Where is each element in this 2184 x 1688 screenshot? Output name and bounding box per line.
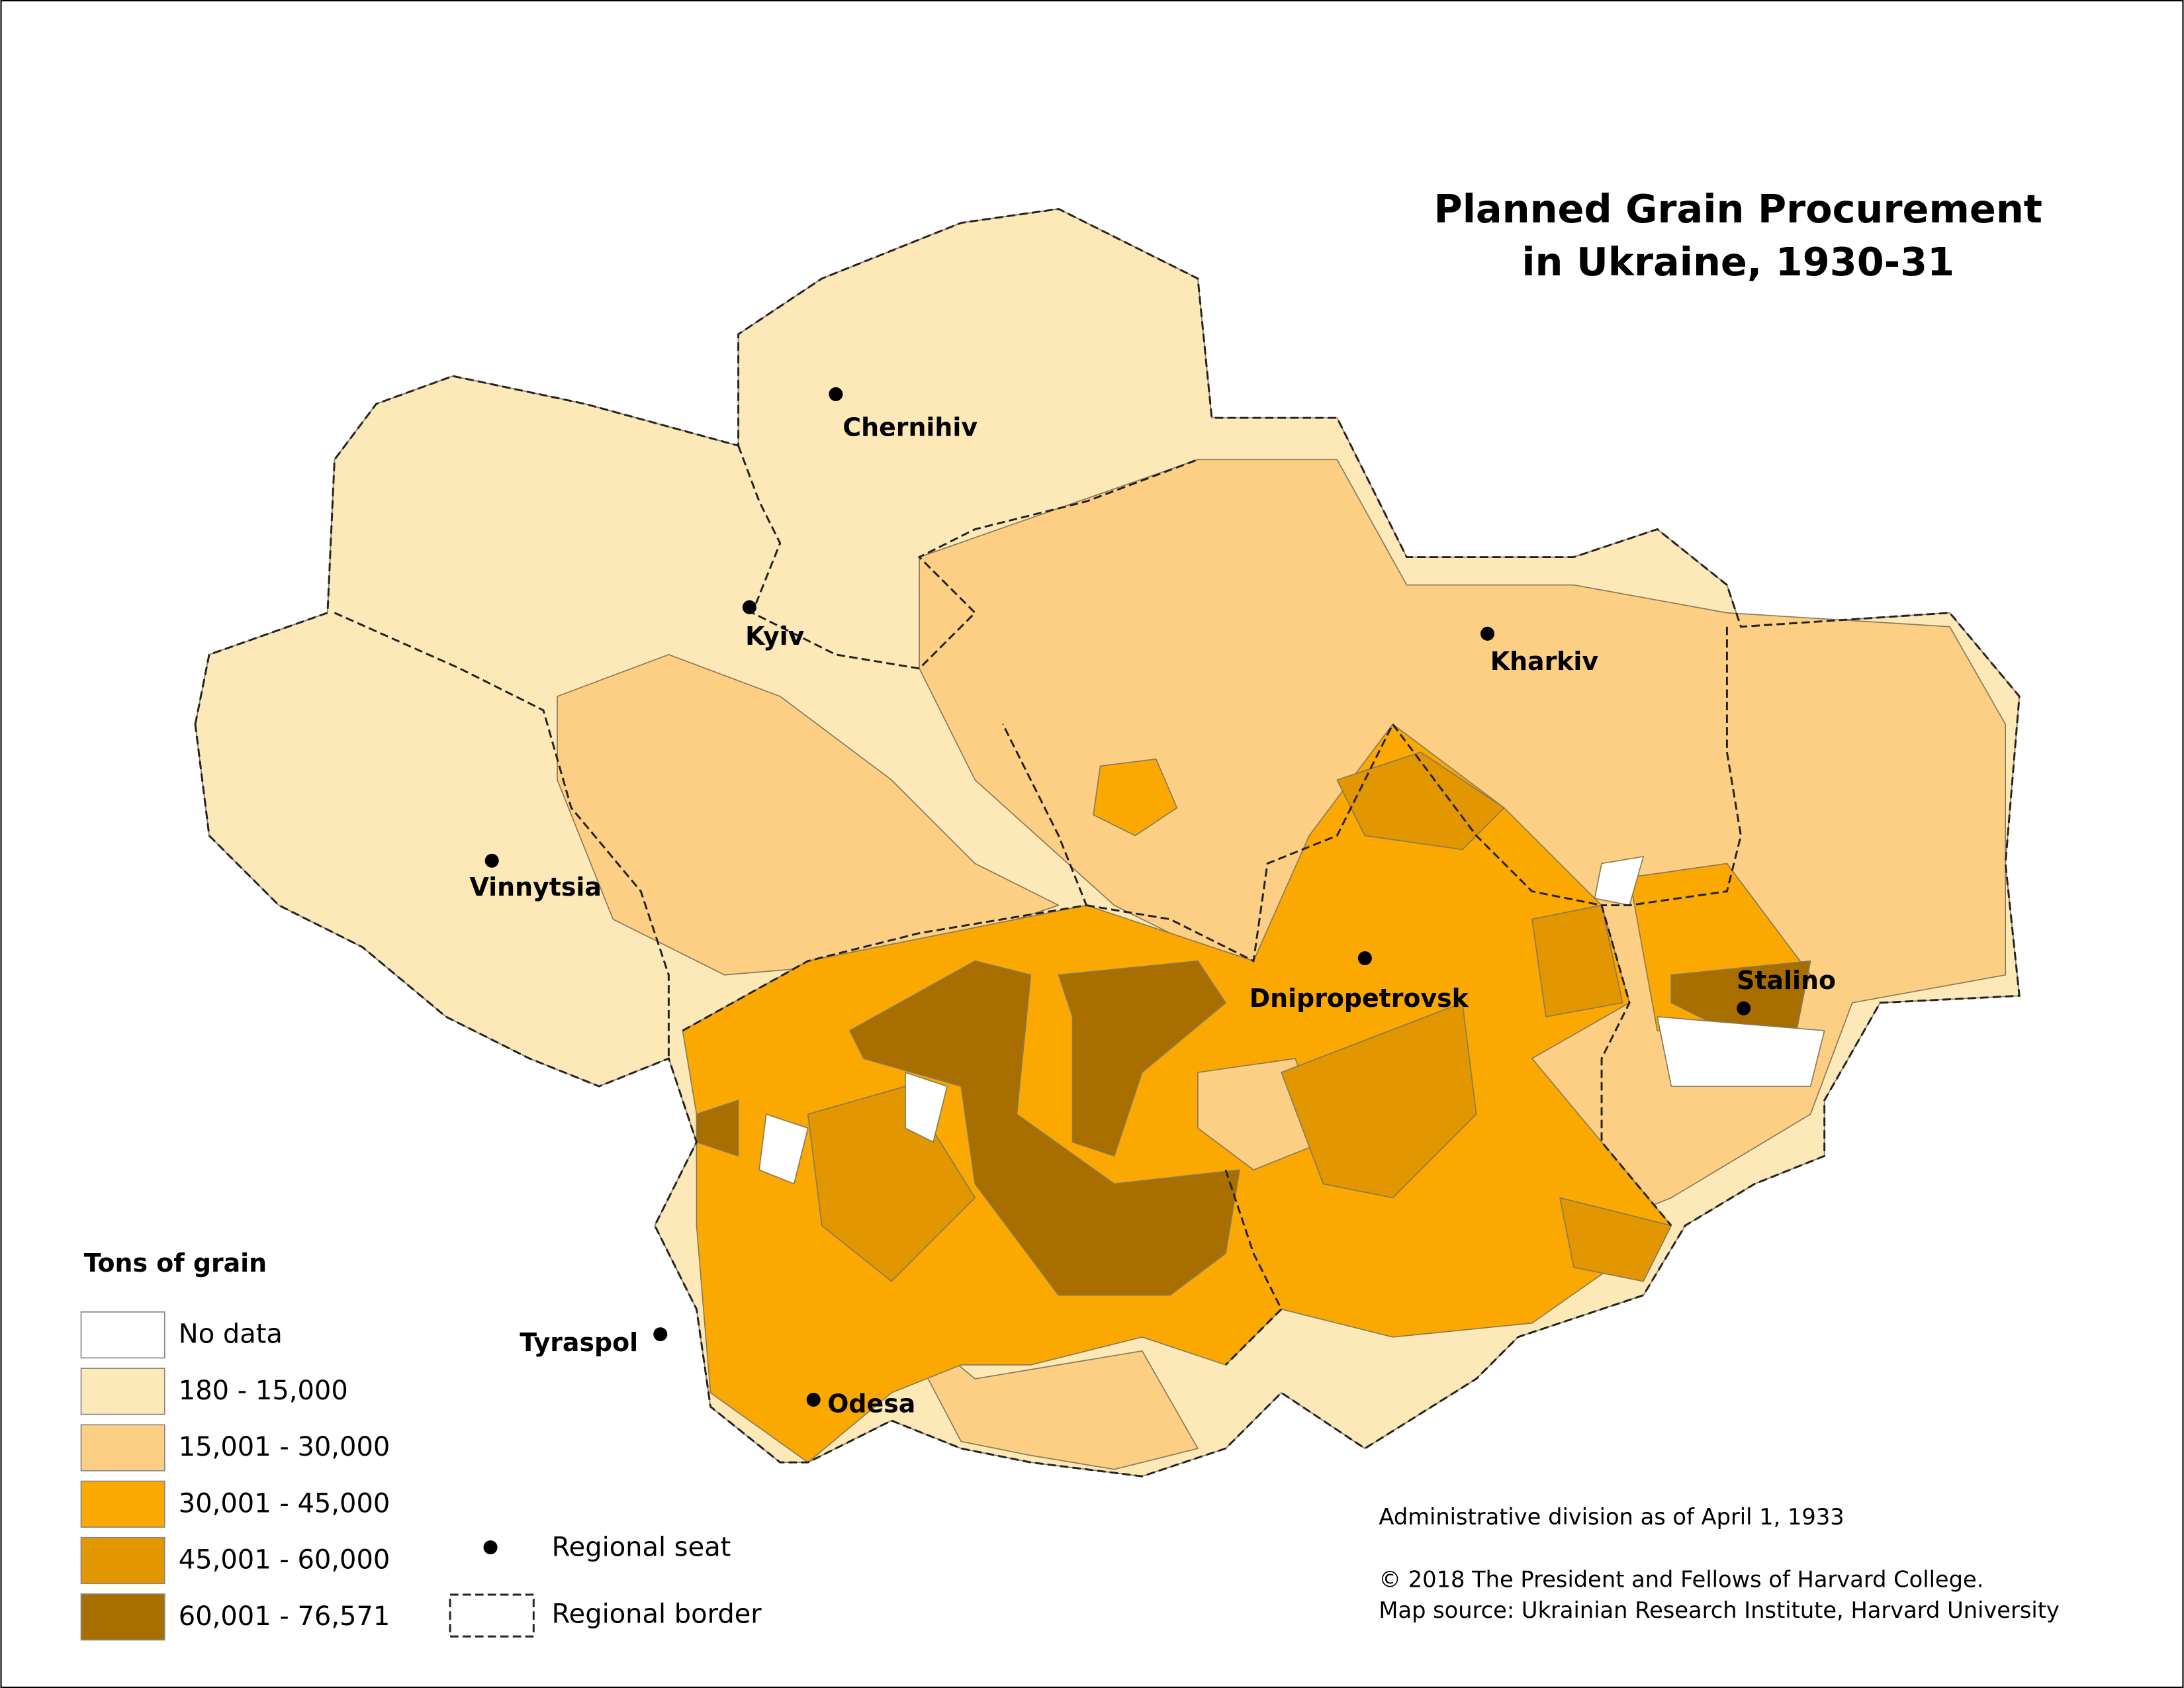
- region: [758, 1113, 809, 1185]
- map-title: Planned Grain Procurement: [1434, 186, 2042, 232]
- city-label: Dnipropetrovsk: [1250, 984, 1469, 1013]
- regional-border: [334, 612, 670, 1059]
- city-label: Vinnytsia: [470, 872, 602, 902]
- regional-border: [1602, 626, 1742, 907]
- legend-label: 180 - 15,000: [179, 1376, 348, 1406]
- legend: Tons of grain No data 180 - 15,000 15,001 …: [80, 1248, 390, 1641]
- map-regions: [195, 208, 2021, 1477]
- regional-seat-dot: [806, 1392, 821, 1407]
- regional-seat-dot: [1737, 1001, 1751, 1015]
- city-label: Stalino: [1737, 966, 1836, 995]
- city-label: Odesa: [827, 1389, 915, 1418]
- legend-swatch: [80, 1368, 165, 1415]
- cities: Chernihiv Kyiv Kharkiv Vinnytsia Dniprop…: [470, 387, 1836, 1418]
- legend-seat-symbol: [483, 1540, 498, 1555]
- city-label: Chernihiv: [842, 413, 978, 442]
- regional-seat-dot: [653, 1327, 668, 1342]
- region: [696, 1100, 739, 1157]
- note: Map source: Ukrainian Research Institute…: [1379, 1597, 2059, 1623]
- region: [1281, 1002, 1477, 1199]
- region: [1336, 751, 1505, 851]
- region: [905, 1072, 948, 1143]
- map-title: in Ukraine, 1930-31: [1522, 239, 1954, 285]
- legend-swatch: [80, 1424, 165, 1472]
- regional-seat-dot: [484, 853, 499, 868]
- region: [849, 960, 1240, 1296]
- regional-border: [1224, 1169, 1283, 1366]
- region: [891, 1308, 1199, 1470]
- legend-label: 60,001 - 76,571: [179, 1601, 390, 1632]
- legend-border-symbol: [449, 1593, 535, 1638]
- region: [1058, 960, 1226, 1157]
- regional-border: [1086, 722, 1672, 1227]
- legend-swatch: [80, 1480, 165, 1528]
- note: Administrative division as of April 1, 1…: [1379, 1504, 1844, 1530]
- city-label: Tyraspol: [520, 1328, 638, 1357]
- legend-swatch: [80, 1536, 165, 1585]
- legend-title: Tons of grain: [84, 1248, 267, 1278]
- region: [1657, 1016, 1825, 1087]
- legend-label: 45,001 - 60,000: [179, 1545, 390, 1575]
- region: [1559, 1197, 1672, 1282]
- legend-label: 15,001 - 30,000: [179, 1432, 390, 1462]
- regional-seat-dot: [829, 387, 843, 401]
- regional-borders: [194, 208, 2021, 1477]
- legend-swatch: [80, 1593, 165, 1641]
- regional-border: [737, 445, 1199, 670]
- legend-label: 30,001 - 45,000: [179, 1488, 390, 1519]
- note: © 2018 The President and Fellows of Harv…: [1379, 1566, 1983, 1592]
- regional-seat-dot: [1357, 951, 1372, 966]
- regional-border: [194, 208, 2021, 1477]
- regional-seat-dot: [742, 600, 756, 614]
- city-label: Kharkiv: [1490, 647, 1599, 676]
- legend-label: No data: [179, 1319, 283, 1350]
- regional-seat-dot: [1480, 626, 1495, 641]
- legend-swatch: [80, 1311, 165, 1359]
- region: [557, 654, 1060, 976]
- legend-symbol-label: Regional seat: [552, 1532, 731, 1563]
- region: [1093, 758, 1178, 837]
- region: [1531, 904, 1623, 1017]
- city-label: Kyiv: [745, 622, 805, 651]
- legend-symbol-label: Regional border: [552, 1599, 762, 1630]
